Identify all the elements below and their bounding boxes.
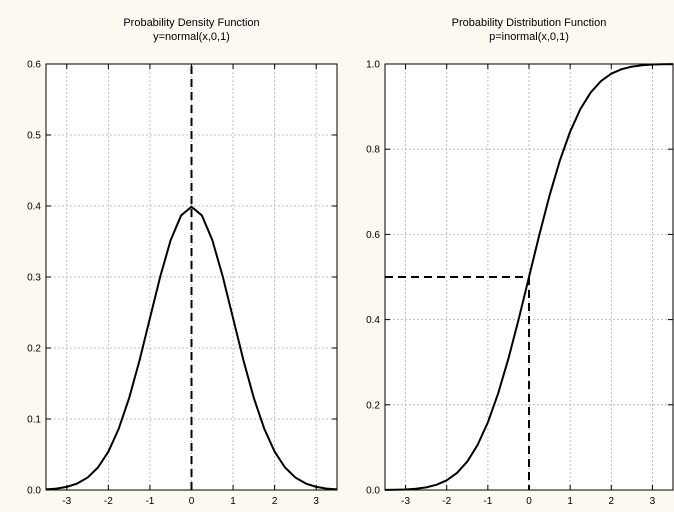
cdf-x-tick-label: 0 (526, 496, 532, 507)
cdf-y-tick-label: 1.0 (366, 60, 380, 71)
pdf-curve (45, 205, 338, 491)
pdf-series (45, 205, 338, 491)
pdf-y-tick-label: 0.0 (27, 486, 41, 497)
cdf-chart-subtitle: p=inormal(x,0,1) (489, 31, 569, 43)
cdf-reference-lines (385, 276, 530, 490)
cdf-x-tick-label: 1 (567, 496, 573, 507)
pdf-y-tick-label: 0.2 (27, 344, 41, 355)
cdf-y-tick-label: 0.6 (366, 230, 380, 241)
cdf-y-tick-label: 0.4 (366, 315, 380, 326)
pdf-ticks: -3 -2 -1 0 1 2 3 0.0 0.1 0.2 0.3 0.4 0.5 0.6 (27, 60, 337, 507)
cdf-x-tick-label: 3 (650, 496, 656, 507)
pdf-chart: -3 -2 -1 0 1 2 3 0.0 0.1 0.2 0.3 0.4 0.5 0.6 Probabil… (27, 17, 338, 507)
cdf-x-tick-label: -2 (442, 496, 451, 507)
pdf-x-tick-label: -3 (62, 496, 71, 507)
cdf-x-tick-label: 2 (609, 496, 615, 507)
pdf-y-tick-label: 0.4 (27, 202, 41, 213)
pdf-x-tick-label: 2 (272, 496, 278, 507)
pdf-x-tick-label: -1 (145, 496, 154, 507)
cdf-y-tick-label: 0.8 (366, 145, 380, 156)
pdf-chart-subtitle: y=normal(x,0,1) (153, 31, 230, 43)
cdf-series (384, 63, 674, 491)
pdf-y-tick-label: 0.5 (27, 131, 41, 142)
pdf-x-tick-label: 1 (230, 496, 236, 507)
pdf-y-tick-label: 0.1 (27, 415, 41, 426)
cdf-y-tick-label: 0.0 (366, 486, 380, 497)
pdf-x-tick-label: -2 (104, 496, 113, 507)
pdf-chart-title: Probability Density Function (123, 17, 259, 29)
cdf-y-tick-label: 0.2 (366, 400, 380, 411)
cdf-chart-title: Probability Distribution Function (452, 17, 607, 29)
cdf-curve (384, 63, 674, 491)
pdf-y-tick-label: 0.6 (27, 60, 41, 71)
pdf-x-tick-label: 0 (189, 496, 195, 507)
cdf-x-tick-label: -1 (483, 496, 492, 507)
cdf-x-tick-label: -3 (401, 496, 410, 507)
pdf-x-tick-label: 3 (313, 496, 319, 507)
pdf-y-tick-label: 0.3 (27, 273, 41, 284)
cdf-ticks: -3 -2 -1 0 1 2 3 0.0 0.2 0.4 0.6 0.8 1.0 (366, 60, 673, 507)
cdf-chart: -3 -2 -1 0 1 2 3 0.0 0.2 0.4 0.6 0.8 1.0 Probability… (366, 17, 674, 507)
